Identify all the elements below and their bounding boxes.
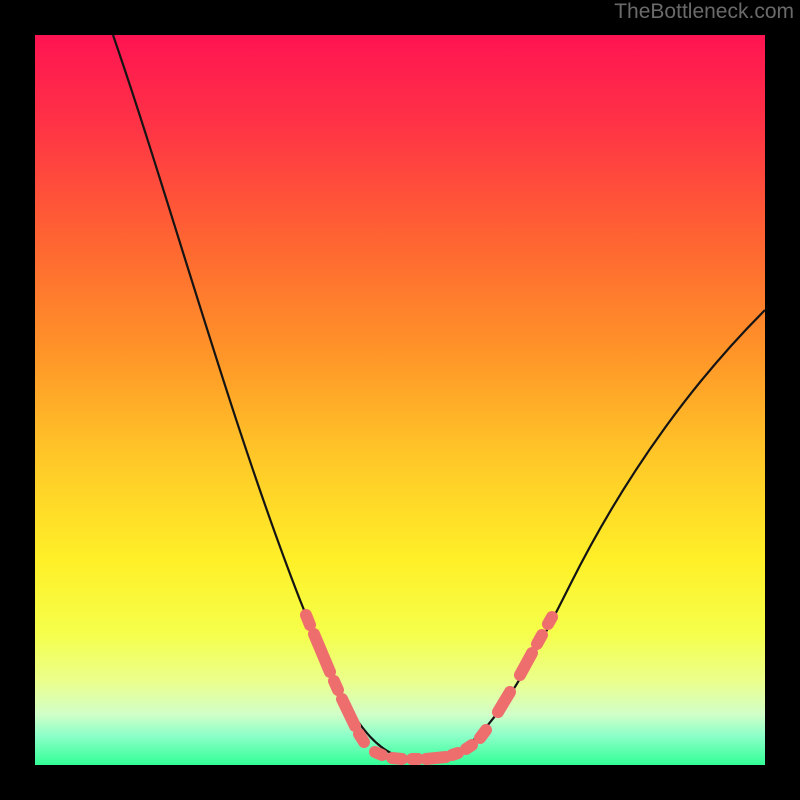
watermark-text: TheBottleneck.com — [614, 0, 794, 24]
plot-gradient-area — [35, 35, 765, 765]
stage: TheBottleneck.com — [0, 0, 800, 800]
bottom-black-strip — [35, 766, 765, 800]
